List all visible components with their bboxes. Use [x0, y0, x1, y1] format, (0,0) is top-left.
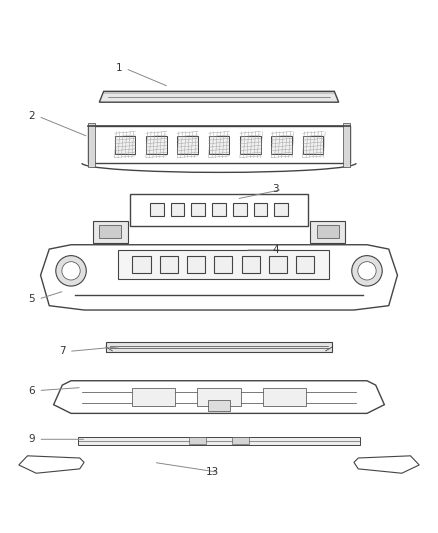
Bar — [132, 256, 151, 273]
Polygon shape — [19, 456, 84, 473]
Bar — [93, 221, 127, 243]
Text: 7: 7 — [59, 346, 66, 357]
Bar — [197, 388, 241, 406]
Text: 13: 13 — [206, 467, 219, 478]
Bar — [99, 225, 121, 238]
Polygon shape — [99, 91, 339, 102]
Text: 3: 3 — [272, 184, 279, 195]
Circle shape — [56, 256, 86, 286]
Text: 1: 1 — [116, 63, 122, 74]
Bar — [106, 342, 332, 352]
Bar — [254, 204, 268, 216]
Text: 6: 6 — [28, 385, 35, 395]
Bar — [274, 204, 288, 216]
Bar — [214, 256, 233, 273]
Bar — [160, 256, 178, 273]
Bar — [269, 256, 287, 273]
Bar — [303, 135, 323, 154]
Bar — [132, 388, 176, 406]
Bar — [191, 204, 205, 216]
Bar — [208, 400, 230, 411]
Polygon shape — [41, 245, 397, 310]
Bar — [88, 123, 95, 167]
Bar — [146, 135, 167, 154]
Circle shape — [358, 262, 376, 280]
Text: 4: 4 — [272, 245, 279, 255]
Bar — [177, 135, 198, 154]
Bar — [187, 256, 205, 273]
Bar — [311, 221, 345, 243]
Bar — [317, 225, 339, 238]
Bar — [78, 437, 360, 445]
Bar — [232, 438, 250, 443]
Bar — [188, 438, 206, 443]
Bar — [88, 126, 350, 163]
Text: 5: 5 — [28, 294, 35, 304]
Bar — [170, 204, 184, 216]
Bar — [130, 193, 308, 226]
Circle shape — [352, 256, 382, 286]
Text: 2: 2 — [28, 111, 35, 122]
Bar — [296, 256, 314, 273]
Bar — [212, 204, 226, 216]
Bar — [343, 123, 350, 167]
Circle shape — [62, 262, 80, 280]
Bar — [241, 256, 260, 273]
Bar — [115, 135, 135, 154]
Bar — [240, 135, 261, 154]
Polygon shape — [53, 381, 385, 414]
Bar — [271, 135, 292, 154]
Bar — [262, 388, 306, 406]
Polygon shape — [354, 456, 419, 473]
Bar — [150, 204, 164, 216]
Text: 9: 9 — [28, 434, 35, 445]
Bar — [233, 204, 247, 216]
Bar — [118, 249, 328, 279]
Bar — [208, 135, 230, 154]
